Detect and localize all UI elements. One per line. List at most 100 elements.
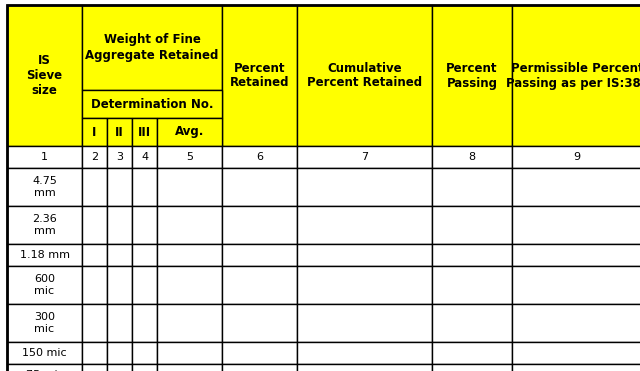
Bar bbox=[157, 266, 222, 304]
Text: III: III bbox=[138, 125, 151, 138]
Bar bbox=[7, 168, 82, 206]
Bar bbox=[512, 342, 640, 364]
Text: Permissible Percent
Passing as per IS:383: Permissible Percent Passing as per IS:38… bbox=[506, 62, 640, 89]
Bar bbox=[82, 266, 107, 304]
Bar bbox=[297, 342, 432, 364]
Bar bbox=[297, 266, 432, 304]
Text: 3: 3 bbox=[116, 152, 123, 162]
Bar bbox=[512, 5, 640, 146]
Bar bbox=[222, 206, 297, 244]
Bar bbox=[107, 244, 132, 266]
Bar bbox=[107, 304, 132, 342]
Text: Weight of Fine
Aggregate Retained: Weight of Fine Aggregate Retained bbox=[85, 33, 219, 62]
Bar bbox=[297, 364, 432, 371]
Bar bbox=[132, 244, 157, 266]
Text: Avg.: Avg. bbox=[175, 125, 204, 138]
Bar bbox=[132, 266, 157, 304]
Bar bbox=[82, 304, 107, 342]
Text: 6: 6 bbox=[256, 152, 263, 162]
Bar bbox=[222, 168, 297, 206]
Bar bbox=[432, 342, 512, 364]
Bar bbox=[107, 342, 132, 364]
Text: Percent
Passing: Percent Passing bbox=[446, 62, 498, 89]
Bar bbox=[297, 244, 432, 266]
Bar bbox=[222, 146, 297, 168]
Bar bbox=[132, 146, 157, 168]
Bar bbox=[132, 342, 157, 364]
Bar bbox=[432, 266, 512, 304]
Bar bbox=[432, 206, 512, 244]
Bar bbox=[222, 342, 297, 364]
Bar bbox=[157, 206, 222, 244]
Bar bbox=[82, 206, 107, 244]
Bar bbox=[107, 364, 132, 371]
Bar bbox=[132, 168, 157, 206]
Bar bbox=[82, 90, 222, 118]
Text: 1.18 mm: 1.18 mm bbox=[19, 250, 70, 260]
Text: 2.36
mm: 2.36 mm bbox=[32, 214, 57, 236]
Bar bbox=[7, 5, 82, 146]
Bar bbox=[7, 266, 82, 304]
Bar bbox=[432, 168, 512, 206]
Bar bbox=[157, 168, 222, 206]
Bar bbox=[222, 304, 297, 342]
Bar bbox=[157, 244, 222, 266]
Bar bbox=[107, 146, 132, 168]
Bar bbox=[297, 146, 432, 168]
Bar bbox=[222, 244, 297, 266]
Text: 75 mic: 75 mic bbox=[26, 370, 63, 371]
Text: IS
Sieve
size: IS Sieve size bbox=[26, 54, 63, 97]
Bar bbox=[157, 342, 222, 364]
Text: 7: 7 bbox=[361, 152, 368, 162]
Text: 1: 1 bbox=[41, 152, 48, 162]
Bar bbox=[82, 244, 107, 266]
Text: 4.75
mm: 4.75 mm bbox=[32, 176, 57, 198]
Bar bbox=[512, 206, 640, 244]
Bar bbox=[512, 244, 640, 266]
Bar bbox=[512, 168, 640, 206]
Bar bbox=[82, 5, 222, 90]
Bar bbox=[222, 266, 297, 304]
Bar bbox=[297, 5, 432, 146]
Text: 150 mic: 150 mic bbox=[22, 348, 67, 358]
Bar bbox=[222, 5, 297, 146]
Bar bbox=[157, 304, 222, 342]
Bar bbox=[107, 206, 132, 244]
Bar bbox=[107, 168, 132, 206]
Bar bbox=[7, 304, 82, 342]
Text: II: II bbox=[115, 125, 124, 138]
Bar bbox=[82, 342, 107, 364]
Bar bbox=[82, 118, 107, 146]
Bar bbox=[7, 244, 82, 266]
Bar bbox=[512, 146, 640, 168]
Text: 2: 2 bbox=[91, 152, 98, 162]
Bar bbox=[7, 146, 82, 168]
Text: 600
mic: 600 mic bbox=[34, 274, 55, 296]
Text: Cumulative
Percent Retained: Cumulative Percent Retained bbox=[307, 62, 422, 89]
Bar bbox=[107, 266, 132, 304]
Bar bbox=[297, 304, 432, 342]
Text: 9: 9 bbox=[573, 152, 580, 162]
Bar bbox=[132, 364, 157, 371]
Bar bbox=[157, 118, 222, 146]
Bar bbox=[7, 206, 82, 244]
Bar bbox=[7, 342, 82, 364]
Bar bbox=[132, 206, 157, 244]
Bar bbox=[432, 5, 512, 146]
Text: Determination No.: Determination No. bbox=[91, 98, 213, 111]
Bar bbox=[512, 304, 640, 342]
Bar bbox=[432, 146, 512, 168]
Bar bbox=[157, 364, 222, 371]
Bar bbox=[297, 206, 432, 244]
Bar bbox=[107, 118, 132, 146]
Bar bbox=[132, 304, 157, 342]
Text: 4: 4 bbox=[141, 152, 148, 162]
Bar bbox=[432, 364, 512, 371]
Bar bbox=[432, 304, 512, 342]
Bar bbox=[132, 118, 157, 146]
Bar bbox=[512, 266, 640, 304]
Bar bbox=[82, 364, 107, 371]
Bar bbox=[157, 146, 222, 168]
Text: 5: 5 bbox=[186, 152, 193, 162]
Bar bbox=[432, 244, 512, 266]
